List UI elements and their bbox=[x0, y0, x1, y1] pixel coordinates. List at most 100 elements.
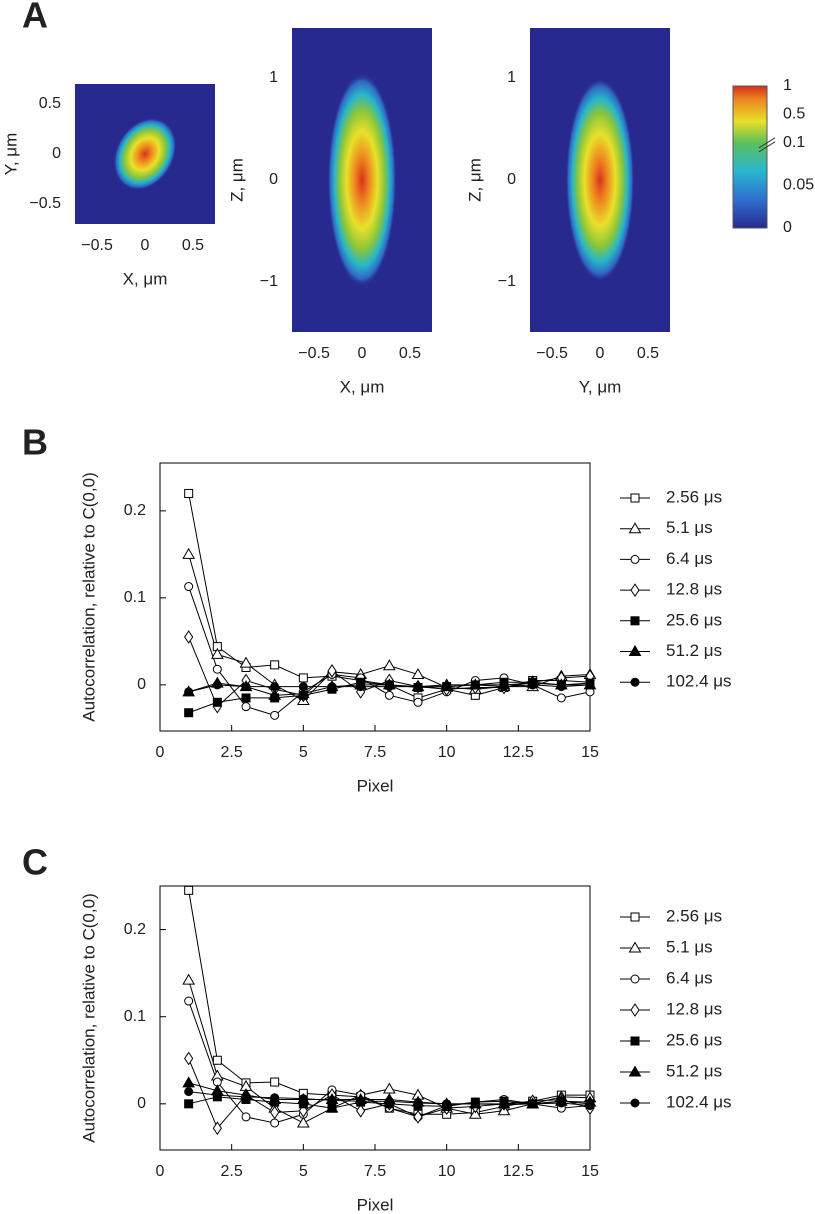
y-tick-label: 0 bbox=[269, 171, 278, 188]
x-tick-label: 15 bbox=[581, 744, 599, 761]
y-tick-label: 0 bbox=[52, 145, 61, 162]
marker bbox=[327, 1095, 337, 1105]
marker bbox=[270, 1077, 280, 1087]
y-tick-label: 0.5 bbox=[39, 95, 61, 112]
legend-label: 6.4 μs bbox=[666, 968, 713, 987]
marker bbox=[184, 708, 194, 718]
marker bbox=[270, 1118, 280, 1128]
colorbar-tick-label: 0.05 bbox=[783, 177, 814, 194]
x-tick-label: 0 bbox=[156, 744, 165, 761]
marker bbox=[628, 522, 642, 534]
marker bbox=[356, 1103, 366, 1118]
marker bbox=[184, 488, 194, 498]
marker bbox=[184, 996, 194, 1006]
x-tick-label: 12.5 bbox=[503, 744, 534, 761]
y-tick-label: −1 bbox=[260, 273, 278, 290]
x-tick-label: 7.5 bbox=[364, 1163, 386, 1180]
marker bbox=[413, 1109, 423, 1124]
plot-frame bbox=[159, 462, 591, 732]
marker bbox=[585, 1101, 595, 1111]
colorbar-tick-label: 1 bbox=[783, 77, 792, 94]
marker bbox=[184, 582, 194, 592]
legend-label: 12.8 μs bbox=[666, 580, 722, 599]
y-tick-label: 0.2 bbox=[124, 502, 146, 519]
marker bbox=[630, 493, 640, 503]
marker bbox=[382, 659, 396, 671]
marker bbox=[382, 1082, 396, 1094]
marker bbox=[327, 682, 337, 692]
legend-label: 2.56 μs bbox=[666, 487, 722, 506]
legend-label: 2.56 μs bbox=[666, 906, 722, 925]
marker bbox=[413, 697, 423, 707]
marker bbox=[630, 677, 640, 687]
marker bbox=[182, 547, 196, 559]
marker bbox=[630, 554, 640, 564]
y-axis-label: Autocorrelation, relative to C(0,0) bbox=[79, 472, 98, 721]
y-tick-label: 0 bbox=[507, 171, 516, 188]
legend-label: 51.2 μs bbox=[666, 1061, 722, 1080]
marker bbox=[184, 1087, 194, 1097]
x-tick-label: 0 bbox=[358, 345, 367, 362]
x-tick-label: −0.5 bbox=[298, 345, 330, 362]
marker bbox=[411, 667, 425, 679]
y-axis-label: Z, μm bbox=[227, 158, 246, 202]
marker bbox=[442, 1099, 452, 1109]
x-tick-label: 0.5 bbox=[182, 237, 204, 254]
colorbar-tick-label: 0.1 bbox=[783, 134, 805, 151]
marker bbox=[184, 630, 194, 644]
legend-label: 5.1 μs bbox=[666, 518, 713, 537]
marker bbox=[184, 885, 194, 895]
x-tick-label: 0 bbox=[156, 1163, 165, 1180]
x-axis-label: X, μm bbox=[123, 269, 168, 288]
x-axis-label: Pixel bbox=[357, 1195, 394, 1214]
marker bbox=[241, 1112, 251, 1122]
marker bbox=[499, 682, 509, 692]
x-tick-label: 5 bbox=[299, 744, 308, 761]
marker bbox=[298, 1094, 308, 1104]
marker bbox=[241, 1092, 251, 1102]
marker bbox=[630, 616, 640, 626]
legend-label: 5.1 μs bbox=[666, 937, 713, 956]
marker bbox=[270, 682, 280, 692]
marker bbox=[628, 941, 642, 953]
x-tick-label: 10 bbox=[438, 1163, 456, 1180]
marker bbox=[239, 656, 253, 668]
x-axis-label: Pixel bbox=[357, 776, 394, 795]
y-tick-label: −1 bbox=[498, 273, 516, 290]
marker bbox=[296, 1116, 310, 1128]
marker bbox=[628, 645, 642, 656]
marker bbox=[556, 693, 566, 703]
y-axis-label: Z, μm bbox=[465, 158, 484, 202]
x-axis-label: X, μm bbox=[340, 377, 385, 396]
marker bbox=[413, 1098, 423, 1108]
x-axis-label: Y, μm bbox=[579, 377, 622, 396]
marker bbox=[470, 1099, 480, 1109]
x-tick-label: 7.5 bbox=[364, 744, 386, 761]
marker bbox=[630, 912, 640, 922]
marker bbox=[442, 682, 452, 692]
legend-label: 25.6 μs bbox=[666, 1030, 722, 1049]
marker bbox=[528, 1099, 538, 1109]
x-tick-label: 2.5 bbox=[221, 1163, 243, 1180]
marker bbox=[241, 682, 251, 692]
y-tick-label: 0.2 bbox=[124, 921, 146, 938]
marker bbox=[384, 1096, 394, 1106]
marker bbox=[413, 682, 423, 692]
legend-label: 102.4 μs bbox=[666, 672, 732, 691]
legend-label: 6.4 μs bbox=[666, 549, 713, 568]
x-tick-label: 0.5 bbox=[399, 345, 421, 362]
marker bbox=[630, 1036, 640, 1046]
axis-break bbox=[758, 137, 776, 153]
marker bbox=[270, 710, 280, 720]
colorbar bbox=[732, 85, 768, 229]
y-axis-label: Y, μm bbox=[1, 133, 20, 176]
intensity-blob bbox=[113, 118, 177, 190]
y-tick-label: 1 bbox=[269, 69, 278, 86]
marker bbox=[556, 1098, 566, 1108]
marker bbox=[356, 682, 366, 692]
x-tick-label: 2.5 bbox=[221, 744, 243, 761]
marker bbox=[327, 664, 337, 678]
x-tick-label: −0.5 bbox=[536, 345, 568, 362]
x-tick-label: 5 bbox=[299, 1163, 308, 1180]
y-tick-label: 1 bbox=[507, 69, 516, 86]
